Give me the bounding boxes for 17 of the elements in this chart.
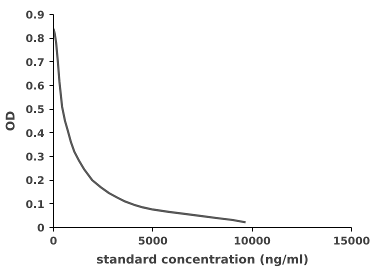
y-tick-label: 0.9: [26, 8, 45, 22]
x-axis-title: standard concentration (ng/ml): [96, 252, 309, 266]
y-tick-label: 0.6: [26, 80, 45, 92]
x-tick-label: 15000: [332, 234, 370, 248]
y-tick-label: 0.8: [26, 32, 45, 46]
y-tick-label: 0.7: [26, 56, 45, 69]
y-tick-label: 0.5: [26, 103, 45, 116]
x-tick-label: 10000: [234, 234, 271, 248]
x-tick-label: 0: [50, 234, 58, 248]
y-axis-title: OD: [4, 110, 18, 132]
y-tick-label: 0.2: [26, 174, 45, 188]
y-tick-label: 0.3: [26, 150, 45, 164]
line-series: [54, 28, 247, 224]
y-tick-label: 0: [37, 222, 45, 234]
y-tick-label: 0.4: [26, 126, 45, 140]
x-tick-label: 5000: [138, 234, 168, 248]
y-tick-label: 0.1: [26, 198, 45, 211]
